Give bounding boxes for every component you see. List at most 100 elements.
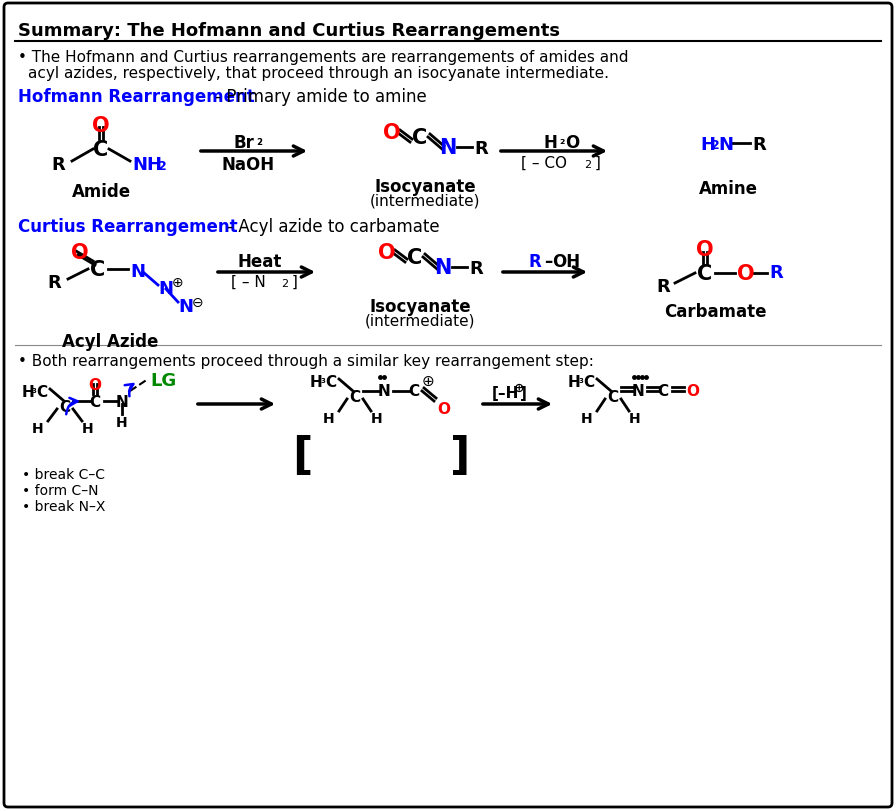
Text: 2: 2: [158, 160, 167, 173]
Text: • break N–X: • break N–X: [22, 500, 106, 513]
Text: O: O: [89, 378, 101, 393]
Text: ₃: ₃: [578, 375, 583, 384]
Text: [ – CO: [ – CO: [521, 156, 567, 171]
FancyBboxPatch shape: [4, 4, 892, 807]
Text: –: –: [544, 253, 552, 271]
Text: • The Hofmann and Curtius rearrangements are rearrangements of amides and: • The Hofmann and Curtius rearrangements…: [18, 50, 628, 65]
Text: • break C–C: • break C–C: [22, 467, 105, 482]
Text: C: C: [349, 389, 360, 405]
Text: O: O: [565, 134, 579, 152]
Text: • Both rearrangements proceed through a similar key rearrangement step:: • Both rearrangements proceed through a …: [18, 354, 594, 368]
Text: [ – N: [ – N: [230, 275, 265, 290]
Text: C: C: [658, 384, 668, 398]
Text: ⊕: ⊕: [514, 381, 524, 394]
Text: N: N: [377, 384, 391, 398]
Text: Summary: The Hofmann and Curtius Rearrangements: Summary: The Hofmann and Curtius Rearran…: [18, 22, 560, 40]
Text: ]: ]: [287, 275, 297, 290]
Text: Heat: Heat: [237, 253, 282, 271]
Text: R: R: [474, 139, 487, 158]
Text: Isocyanate: Isocyanate: [375, 178, 476, 195]
Text: R: R: [529, 253, 541, 271]
Text: N: N: [632, 384, 644, 398]
Text: Acyl Azide: Acyl Azide: [62, 333, 159, 350]
Text: Hofmann Rearrangement: Hofmann Rearrangement: [18, 88, 254, 106]
Text: N: N: [718, 135, 733, 154]
Text: ⊖: ⊖: [192, 296, 203, 310]
Text: ₂: ₂: [559, 134, 564, 147]
Text: ⊕: ⊕: [172, 276, 184, 290]
Text: C: C: [583, 375, 594, 389]
Text: ]: ]: [590, 156, 601, 171]
Text: NaOH: NaOH: [221, 156, 274, 174]
Text: C: C: [408, 247, 423, 268]
Text: LG: LG: [150, 371, 177, 389]
Text: ⊕: ⊕: [422, 374, 435, 388]
Text: C: C: [607, 389, 618, 405]
Text: C: C: [697, 264, 712, 284]
Text: Amide: Amide: [72, 182, 131, 201]
Text: R: R: [51, 156, 65, 174]
Text: N: N: [116, 394, 128, 410]
Text: N: N: [439, 138, 457, 158]
Text: [: [: [292, 435, 313, 478]
Text: H: H: [568, 375, 581, 389]
Text: H: H: [22, 384, 35, 400]
Text: Amine: Amine: [699, 180, 757, 198]
Text: ₂: ₂: [256, 134, 262, 148]
Text: (intermediate): (intermediate): [365, 314, 475, 328]
Text: O: O: [737, 264, 754, 284]
Text: C: C: [90, 394, 100, 410]
Text: O: O: [686, 384, 699, 398]
Text: C: C: [409, 384, 419, 398]
Text: C: C: [325, 375, 336, 389]
Text: O: O: [71, 242, 89, 263]
Text: [–H: [–H: [492, 385, 520, 401]
Text: N: N: [178, 298, 193, 315]
Text: H: H: [323, 411, 335, 426]
Text: C: C: [412, 128, 427, 148]
Text: (intermediate): (intermediate): [370, 194, 480, 208]
Text: C: C: [36, 384, 47, 400]
Text: H: H: [543, 134, 557, 152]
Text: C: C: [90, 260, 106, 280]
Text: N: N: [435, 258, 452, 277]
Text: OH: OH: [552, 253, 580, 271]
Text: N: N: [158, 280, 173, 298]
Text: NH: NH: [132, 156, 162, 174]
Text: R: R: [47, 273, 61, 292]
Text: 2: 2: [584, 160, 591, 169]
Text: H: H: [700, 135, 715, 154]
Text: R: R: [769, 264, 783, 281]
Text: C: C: [59, 400, 71, 414]
Text: R: R: [752, 135, 766, 154]
Text: ]: ]: [520, 385, 527, 401]
Text: O: O: [437, 401, 450, 417]
Text: ₃: ₃: [31, 384, 36, 394]
Text: 2: 2: [281, 279, 289, 289]
Text: R: R: [656, 277, 670, 296]
Text: O: O: [92, 116, 110, 135]
Text: H: H: [582, 411, 593, 426]
Text: • form C–N: • form C–N: [22, 483, 99, 497]
Text: acyl azides, respectively, that proceed through an isocyanate intermediate.: acyl azides, respectively, that proceed …: [28, 66, 609, 81]
Text: R: R: [469, 260, 483, 277]
Text: O: O: [696, 240, 714, 260]
Text: Isocyanate: Isocyanate: [369, 298, 470, 315]
Text: H: H: [82, 422, 94, 436]
Text: ₃: ₃: [320, 375, 325, 384]
Text: H: H: [371, 411, 383, 426]
Text: ]: ]: [450, 435, 470, 478]
Text: O: O: [378, 242, 396, 263]
Text: - Acyl azide to carbamate: - Acyl azide to carbamate: [222, 217, 440, 236]
Text: Br: Br: [234, 134, 254, 152]
Text: 2: 2: [711, 139, 719, 152]
Text: H: H: [629, 411, 641, 426]
Text: Carbamate: Carbamate: [664, 303, 766, 320]
Text: O: O: [383, 122, 401, 143]
Text: C: C: [93, 139, 108, 160]
Text: H: H: [310, 375, 323, 389]
Text: N: N: [130, 263, 145, 281]
Text: H: H: [32, 422, 44, 436]
Text: - Primary amide to amine: - Primary amide to amine: [210, 88, 426, 106]
Text: H: H: [116, 415, 128, 430]
